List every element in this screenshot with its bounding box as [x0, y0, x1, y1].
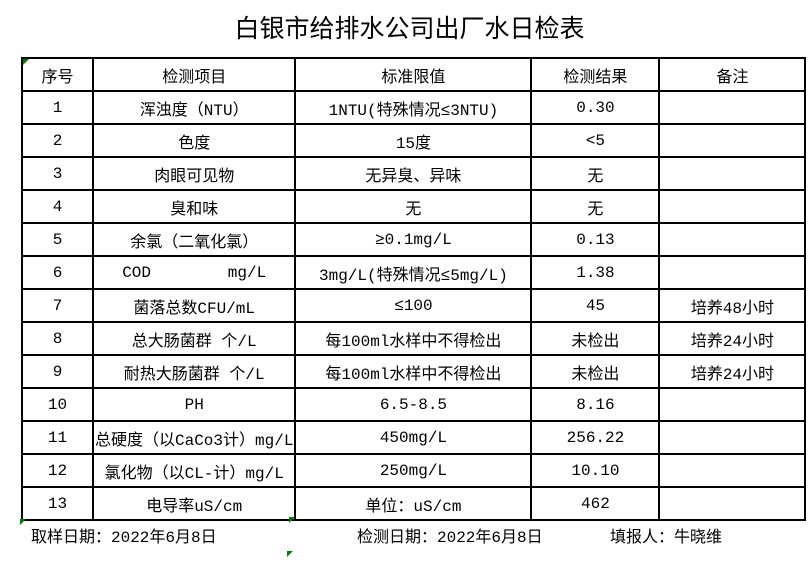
cell-error-indicator-icon [23, 59, 29, 65]
cell-item[interactable]: 总大肠菌群 个/L [91, 321, 297, 356]
reporter[interactable]: 填报人：牛晓维 [610, 529, 723, 547]
cell-result[interactable]: 1.38 [530, 255, 661, 290]
table-row: 13 电导率uS/cm 单位：uS/cm 462 [21, 486, 807, 521]
cell-remark[interactable]: 培养24小时 [658, 354, 807, 389]
cell-standard[interactable]: 3mg/L(特殊情况≤5mg/L) [294, 255, 533, 290]
cell-standard[interactable]: 450mg/L [294, 420, 533, 455]
daily-inspection-table: 序号 检测项目 标准限值 检测结果 备注 1 浑浊度（NTU） 1NTU(特殊情… [21, 57, 807, 521]
cell-standard[interactable]: 无异臭、异味 [294, 156, 533, 191]
cell-no[interactable]: 9 [21, 354, 94, 389]
cell-no[interactable]: 3 [21, 156, 94, 191]
cell-error-indicator-icon [20, 519, 26, 525]
cell-item[interactable]: 电导率uS/cm [91, 486, 297, 521]
cell-standard[interactable]: ≥0.1mg/L [294, 222, 533, 257]
cell-item[interactable]: 菌落总数CFU/mL [91, 288, 297, 323]
cell-no[interactable]: 13 [21, 486, 94, 521]
cell-item[interactable]: 色度 [91, 123, 297, 158]
cell-no[interactable]: 12 [21, 453, 94, 488]
cell-remark[interactable]: 培养48小时 [658, 288, 807, 323]
cell-remark[interactable] [658, 387, 807, 422]
cell-standard[interactable]: 1NTU(特殊情况≤3NTU) [294, 90, 533, 125]
col-header-remark[interactable]: 备注 [658, 57, 807, 92]
cell-result[interactable]: 0.30 [530, 90, 661, 125]
cell-standard[interactable]: 250mg/L [294, 453, 533, 488]
cell-no[interactable]: 11 [21, 420, 94, 455]
col-header-no[interactable]: 序号 [21, 57, 94, 92]
cell-item[interactable]: COD mg/L [91, 255, 297, 290]
cell-standard[interactable]: 无 [294, 189, 533, 224]
cell-error-indicator-icon [289, 517, 295, 523]
cell-remark[interactable] [658, 420, 807, 455]
cell-no[interactable]: 2 [21, 123, 94, 158]
cell-no[interactable]: 1 [21, 90, 94, 125]
col-header-result[interactable]: 检测结果 [530, 57, 661, 92]
cell-remark[interactable] [658, 156, 807, 191]
cell-no[interactable]: 5 [21, 222, 94, 257]
cell-result[interactable]: 0.13 [530, 222, 661, 257]
cell-result[interactable]: 45 [530, 288, 661, 323]
cell-no[interactable]: 10 [21, 387, 94, 422]
cell-result[interactable]: 462 [530, 486, 661, 521]
cell-result[interactable]: 无 [530, 189, 661, 224]
cell-standard[interactable]: ≤100 [294, 288, 533, 323]
cell-remark[interactable] [658, 255, 807, 290]
page-title: 白银市给排水公司出厂水日检表 [234, 16, 585, 43]
cell-result[interactable]: <5 [530, 123, 661, 158]
cell-remark[interactable] [658, 189, 807, 224]
cell-remark[interactable]: 培养24小时 [658, 321, 807, 356]
cell-item[interactable]: 浑浊度（NTU） [91, 90, 297, 125]
col-header-standard[interactable]: 标准限值 [294, 57, 533, 92]
table-row: 5 余氯（二氧化氯） ≥0.1mg/L 0.13 [21, 222, 807, 257]
cell-error-indicator-icon [287, 551, 293, 557]
cell-result[interactable]: 8.16 [530, 387, 661, 422]
table-row: 7 菌落总数CFU/mL ≤100 45 培养48小时 [21, 288, 807, 323]
cell-standard[interactable]: 单位：uS/cm [294, 486, 533, 521]
cell-item[interactable]: PH [91, 387, 297, 422]
cell-result[interactable]: 无 [530, 156, 661, 191]
table-row: 4 臭和味 无 无 [21, 189, 807, 224]
cell-remark[interactable] [658, 486, 807, 521]
cell-result[interactable]: 未检出 [530, 321, 661, 356]
cell-standard[interactable]: 每100ml水样中不得检出 [294, 321, 533, 356]
table-row: 3 肉眼可见物 无异臭、异味 无 [21, 156, 807, 191]
table-row: 10 PH 6.5-8.5 8.16 [21, 387, 807, 422]
cell-result[interactable]: 256.22 [530, 420, 661, 455]
cell-remark[interactable] [658, 123, 807, 158]
cell-standard[interactable]: 15度 [294, 123, 533, 158]
table-row: 9 耐热大肠菌群 个/L 每100ml水样中不得检出 未检出 培养24小时 [21, 354, 807, 389]
cell-remark[interactable] [658, 453, 807, 488]
cell-item[interactable]: 总硬度（以CaCo3计）mg/L [91, 420, 297, 455]
cell-remark[interactable] [658, 90, 807, 125]
cell-no[interactable]: 8 [21, 321, 94, 356]
cell-no[interactable]: 4 [21, 189, 94, 224]
cell-item[interactable]: 臭和味 [91, 189, 297, 224]
col-header-item[interactable]: 检测项目 [91, 57, 297, 92]
table-row: 2 色度 15度 <5 [21, 123, 807, 158]
cell-standard[interactable]: 6.5-8.5 [294, 387, 533, 422]
header-row: 序号 检测项目 标准限值 检测结果 备注 [21, 57, 807, 92]
table-row: 1 浑浊度（NTU） 1NTU(特殊情况≤3NTU) 0.30 [21, 90, 807, 125]
test-date[interactable]: 检测日期：2022年6月8日 [357, 529, 543, 547]
cell-item[interactable]: 耐热大肠菌群 个/L [91, 354, 297, 389]
cell-standard[interactable]: 每100ml水样中不得检出 [294, 354, 533, 389]
cell-no[interactable]: 7 [21, 288, 94, 323]
table-row: 11 总硬度（以CaCo3计）mg/L 450mg/L 256.22 [21, 420, 807, 455]
cell-item[interactable]: 肉眼可见物 [91, 156, 297, 191]
cell-result[interactable]: 10.10 [530, 453, 661, 488]
cell-result[interactable]: 未检出 [530, 354, 661, 389]
table-row: 12 氯化物（以CL-计）mg/L 250mg/L 10.10 [21, 453, 807, 488]
cell-remark[interactable] [658, 222, 807, 257]
table-row: 6 COD mg/L 3mg/L(特殊情况≤5mg/L) 1.38 [21, 255, 807, 290]
sampling-date[interactable]: 取样日期：2022年6月8日 [31, 529, 217, 547]
cell-item[interactable]: 余氯（二氧化氯） [91, 222, 297, 257]
cell-item[interactable]: 氯化物（以CL-计）mg/L [91, 453, 297, 488]
cell-no[interactable]: 6 [21, 255, 94, 290]
table-row: 8 总大肠菌群 个/L 每100ml水样中不得检出 未检出 培养24小时 [21, 321, 807, 356]
